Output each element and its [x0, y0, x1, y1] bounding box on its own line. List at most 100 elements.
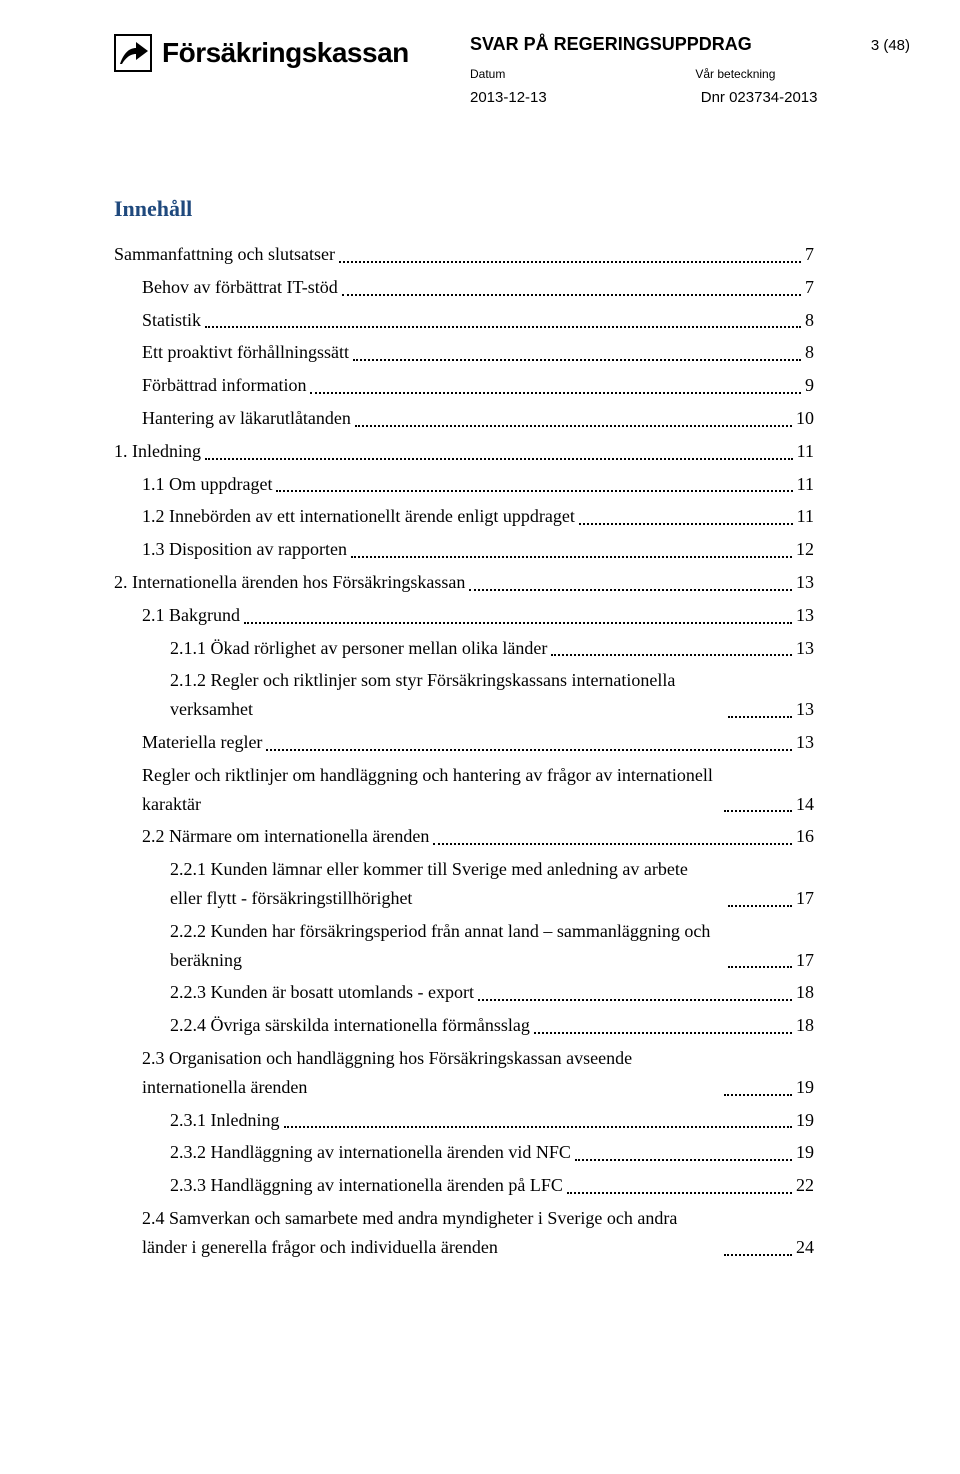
toc-leader-dots [205, 326, 801, 328]
toc-row[interactable]: 1. Inledning 11 [114, 437, 814, 466]
toc-row[interactable]: 2.2.1 Kunden lämnar eller kommer till Sv… [114, 855, 814, 913]
toc-row[interactable]: Materiella regler 13 [114, 728, 814, 757]
toc-row[interactable]: Behov av förbättrat IT-stöd 7 [114, 273, 814, 302]
toc-leader-dots [266, 749, 792, 751]
toc-leader-dots [579, 523, 793, 525]
toc-label: 2.2.1 Kunden lämnar eller kommer till Sv… [170, 855, 724, 913]
toc-label: Statistik [142, 306, 201, 335]
toc-page-number: 7 [805, 240, 814, 269]
table-of-contents: Sammanfattning och slutsatser7 Behov av f… [114, 240, 814, 1262]
logo-icon [114, 34, 152, 72]
toc-page-number: 14 [796, 790, 814, 819]
label-ref: Vår beteckning [695, 67, 775, 81]
toc-label: 2.2.4 Övriga särskilda internationella f… [170, 1011, 530, 1040]
toc-row[interactable]: 2.1 Bakgrund13 [114, 601, 814, 630]
toc-row[interactable]: 1.2 Innebörden av ett internationellt är… [114, 502, 814, 531]
toc-label: 2.2.3 Kunden är bosatt utomlands - expor… [170, 978, 474, 1007]
toc-label: Regler och riktlinjer om handläggning oc… [142, 761, 720, 819]
toc-row[interactable]: 2.2.4 Övriga särskilda internationella f… [114, 1011, 814, 1040]
toc-label: 2.3.1 Inledning [170, 1106, 280, 1135]
toc-page-number: 18 [796, 978, 814, 1007]
toc-page-number: 10 [796, 404, 814, 433]
toc-leader-dots [551, 654, 792, 656]
toc-leader-dots [342, 294, 801, 296]
toc-leader-dots [724, 1094, 792, 1096]
toc-label: Materiella regler [142, 728, 262, 757]
toc-leader-dots [469, 589, 792, 591]
toc-label: 1.1 Om uppdraget [142, 470, 272, 499]
toc-row[interactable]: 2. Internationella ärenden hos Försäkrin… [114, 568, 814, 597]
toc-leader-dots [534, 1032, 792, 1034]
toc-row[interactable]: Ett proaktivt förhållningssätt 8 [114, 338, 814, 367]
toc-leader-dots [724, 1254, 792, 1256]
toc-leader-dots [355, 425, 792, 427]
toc-leader-dots [284, 1126, 793, 1128]
toc-row[interactable]: 2.4 Samverkan och samarbete med andra my… [114, 1204, 814, 1262]
toc-leader-dots [433, 843, 792, 845]
toc-leader-dots [567, 1192, 792, 1194]
toc-page-number: 17 [796, 884, 814, 913]
toc-row[interactable]: 2.3.2 Handläggning av internationella är… [114, 1138, 814, 1167]
toc-page-number: 11 [797, 437, 814, 466]
toc-label: 2.4 Samverkan och samarbete med andra my… [142, 1204, 720, 1262]
toc-row[interactable]: 2.2 Närmare om internationella ärenden 16 [114, 822, 814, 851]
toc-page-number: 18 [796, 1011, 814, 1040]
toc-row[interactable]: 2.2.3 Kunden är bosatt utomlands - expor… [114, 978, 814, 1007]
toc-row[interactable]: 1.1 Om uppdraget11 [114, 470, 814, 499]
toc-row[interactable]: 2.3 Organisation och handläggning hos Fö… [114, 1044, 814, 1102]
toc-label: 1. Inledning [114, 437, 201, 466]
toc-row[interactable]: 2.2.2 Kunden har försäkringsperiod från … [114, 917, 814, 975]
header-meta: SVAR PÅ REGERINGSUPPDRAG 3 (48) Datum Vå… [470, 34, 910, 106]
toc-label: 2.1.2 Regler och riktlinjer som styr För… [170, 666, 724, 724]
toc-leader-dots [353, 359, 801, 361]
toc-label: 2.1 Bakgrund [142, 601, 240, 630]
toc-heading: Innehåll [114, 196, 814, 222]
toc-leader-dots [478, 999, 792, 1001]
toc-page-number: 16 [796, 822, 814, 851]
toc-leader-dots [310, 392, 801, 394]
page-header: Försäkringskassan SVAR PÅ REGERINGSUPPDR… [114, 34, 910, 106]
logo-text: Försäkringskassan [162, 37, 409, 69]
toc-row[interactable]: Förbättrad information9 [114, 371, 814, 400]
toc-page-number: 8 [805, 306, 814, 335]
toc-page-number: 12 [796, 535, 814, 564]
toc-label: 2.2.2 Kunden har försäkringsperiod från … [170, 917, 724, 975]
toc-label: Behov av förbättrat IT-stöd [142, 273, 338, 302]
toc-row[interactable]: Sammanfattning och slutsatser7 [114, 240, 814, 269]
toc-page-number: 9 [805, 371, 814, 400]
toc-page-number: 11 [797, 502, 814, 531]
page-indicator: 3 (48) [871, 37, 910, 54]
toc-leader-dots [728, 905, 792, 907]
toc-row[interactable]: 2.1.2 Regler och riktlinjer som styr För… [114, 666, 814, 724]
toc-page-number: 8 [805, 338, 814, 367]
document-title: SVAR PÅ REGERINGSUPPDRAG [470, 34, 752, 55]
toc-label: Hantering av läkarutlåtanden [142, 404, 351, 433]
toc-row[interactable]: Regler och riktlinjer om handläggning oc… [114, 761, 814, 819]
toc-row[interactable]: Statistik 8 [114, 306, 814, 335]
value-ref: Dnr 023734-2013 [701, 89, 818, 106]
toc-row[interactable]: 2.3.3 Handläggning av internationella är… [114, 1171, 814, 1200]
toc-page-number: 13 [796, 695, 814, 724]
logo: Försäkringskassan [114, 34, 409, 72]
toc-leader-dots [339, 261, 801, 263]
toc-label: Ett proaktivt förhållningssätt [142, 338, 349, 367]
toc-page-number: 19 [796, 1106, 814, 1135]
toc-page-number: 13 [796, 634, 814, 663]
toc-page-number: 7 [805, 273, 814, 302]
toc-page-number: 22 [796, 1171, 814, 1200]
toc-leader-dots [728, 966, 792, 968]
toc-page-number: 19 [796, 1138, 814, 1167]
toc-label: 2.3.2 Handläggning av internationella är… [170, 1138, 571, 1167]
toc-page-number: 13 [796, 728, 814, 757]
toc-label: 2.3.3 Handläggning av internationella är… [170, 1171, 563, 1200]
toc-page-number: 19 [796, 1073, 814, 1102]
toc-label: 2.2 Närmare om internationella ärenden [142, 822, 429, 851]
toc-row[interactable]: Hantering av läkarutlåtanden 10 [114, 404, 814, 433]
toc-label: 1.2 Innebörden av ett internationellt är… [142, 502, 575, 531]
toc-row[interactable]: 2.3.1 Inledning 19 [114, 1106, 814, 1135]
toc-label: 2.3 Organisation och handläggning hos Fö… [142, 1044, 720, 1102]
toc-page-number: 17 [796, 946, 814, 975]
toc-page-number: 24 [796, 1233, 814, 1262]
toc-row[interactable]: 1.3 Disposition av rapporten12 [114, 535, 814, 564]
toc-row[interactable]: 2.1.1 Ökad rörlighet av personer mellan … [114, 634, 814, 663]
